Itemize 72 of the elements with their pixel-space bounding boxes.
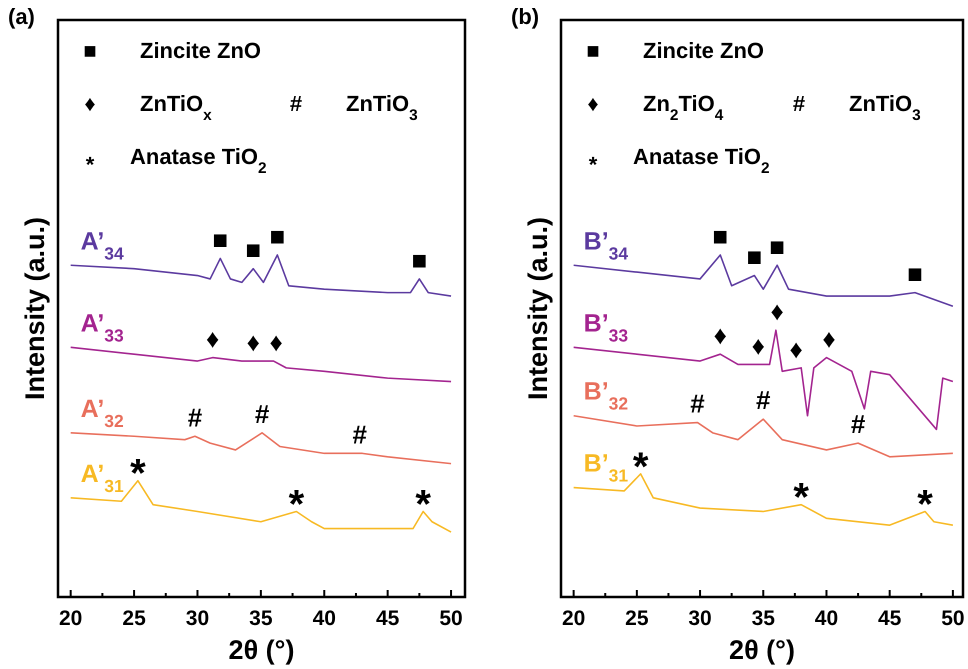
text: ■ <box>586 38 600 63</box>
y-axis-title: Intensity (a.u.) <box>20 216 50 400</box>
annotation: # <box>756 385 772 416</box>
annotation: # <box>850 409 866 440</box>
x-tick-label: 35 <box>249 607 273 630</box>
annotation: ♦ <box>269 327 283 358</box>
text: Anatase TiO$_{2}$ <box>633 144 770 176</box>
text: # <box>792 91 806 116</box>
annotation: ■ <box>907 258 923 289</box>
y-axis-title: Intensity (a.u.) <box>523 216 553 400</box>
annotation: ■ <box>746 242 762 272</box>
text: ZnTiO$_{x}$ <box>140 91 212 124</box>
annotation: ■ <box>245 234 262 265</box>
annotation: ♦ <box>789 334 803 364</box>
annotation: ♦ <box>206 324 220 354</box>
x-tick-label: 30 <box>688 607 712 630</box>
x-tick-label: 20 <box>562 607 586 630</box>
annotation: ♦ <box>752 330 765 360</box>
annotation: ♦ <box>714 320 727 350</box>
annotation: * <box>917 482 934 526</box>
text: * <box>588 152 598 177</box>
series-label: B’$_{31}$ <box>584 450 628 486</box>
series-label: B’$_{32}$ <box>584 378 628 414</box>
text: Zincite ZnO <box>643 38 764 63</box>
annotation: # <box>690 388 706 419</box>
annotation: ■ <box>712 221 728 251</box>
series-label: A’$_{31}$ <box>80 460 124 496</box>
text: ♦ <box>84 91 96 116</box>
text: Zincite ZnO <box>140 38 261 63</box>
annotation: # <box>188 402 203 432</box>
annotation: * <box>632 444 649 489</box>
text: * <box>86 152 95 177</box>
x-axis-title: 2θ (°) <box>228 635 294 665</box>
x-tick-label: 40 <box>312 607 336 630</box>
text: Zn$_{2}$TiO$_{4}$ <box>643 91 724 124</box>
x-tick-label: 40 <box>814 607 838 630</box>
x-tick-label: 20 <box>59 607 82 630</box>
text: Anatase TiO$_{2}$ <box>130 144 267 176</box>
x-tick-label: 50 <box>439 607 463 630</box>
series-label: B’$_{33}$ <box>584 309 628 346</box>
x-tick-label: 30 <box>186 607 210 630</box>
annotation: ♦ <box>246 327 260 358</box>
text: ZnTiO$_{3}$ <box>346 91 418 124</box>
series-label: A’$_{34}$ <box>80 227 124 264</box>
x-tick-label: 45 <box>878 607 902 630</box>
text: ZnTiO$_{3}$ <box>849 91 921 124</box>
x-tick-label: 35 <box>752 607 776 630</box>
annotation: ■ <box>269 221 286 251</box>
text: # <box>290 91 302 116</box>
annotation: * <box>415 482 432 526</box>
annotation: ♦ <box>770 296 784 326</box>
annotation: * <box>793 476 810 520</box>
x-axis-title: 2θ (°) <box>729 635 795 665</box>
series-label: A’$_{33}$ <box>80 309 124 346</box>
text: ■ <box>83 38 97 63</box>
annotation: ■ <box>212 224 228 254</box>
x-tick-label: 25 <box>122 607 146 630</box>
chart-title: (b) <box>511 4 540 29</box>
annotation: # <box>352 419 368 450</box>
annotation: ■ <box>411 244 428 275</box>
annotation: * <box>288 482 305 526</box>
x-tick-label: 50 <box>941 607 965 630</box>
text: ♦ <box>587 91 599 116</box>
x-tick-label: 25 <box>625 607 649 630</box>
annotation: ♦ <box>822 324 836 354</box>
x-tick-label: 45 <box>376 607 400 630</box>
chart-title: (a) <box>8 4 35 29</box>
series-label: A’$_{32}$ <box>80 394 124 431</box>
annotation: # <box>254 398 270 429</box>
annotation: * <box>130 452 146 496</box>
series-label: B’$_{34}$ <box>584 227 628 264</box>
annotation: ■ <box>769 231 786 262</box>
